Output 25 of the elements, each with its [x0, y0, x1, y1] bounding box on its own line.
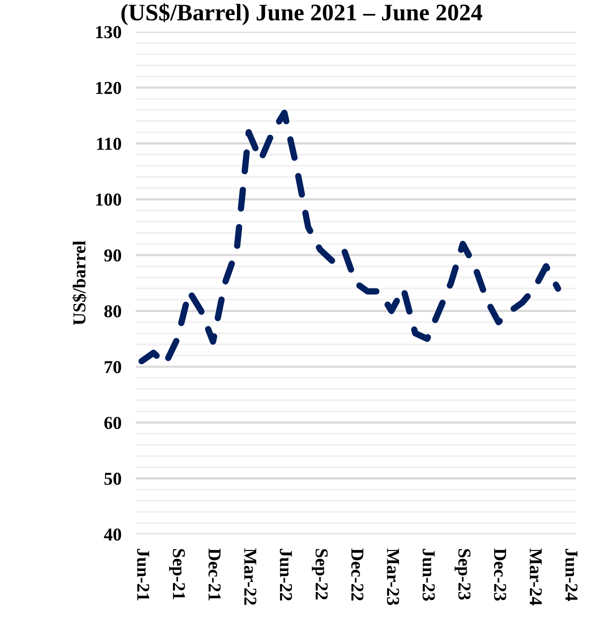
y-axis-title: US$/barrel	[72, 240, 87, 326]
x-tick-label: Jun-21	[137, 548, 150, 600]
x-tick-label: Jun-23	[422, 548, 435, 601]
y-tick-label: 80	[104, 305, 122, 318]
x-tick-label: Mar-23	[386, 548, 400, 605]
y-tick-label: 50	[104, 472, 122, 485]
x-tick-label: Mar-22	[244, 548, 256, 605]
y-tick-label: 110	[97, 138, 122, 150]
y-tick-label: 100	[96, 194, 122, 206]
y-tick-label: 90	[104, 249, 122, 262]
x-tick-label: Sep-21	[169, 549, 185, 600]
x-tick-label: Mar-24	[530, 548, 542, 606]
x-tick-label: Dec-23	[494, 548, 506, 601]
x-tick-label: Jun-22	[280, 548, 292, 601]
y-tick-label: 120	[96, 82, 122, 94]
x-tick-label: Sep-23	[454, 549, 470, 600]
y-tick-label: 70	[104, 361, 122, 374]
chart-title: (US$/Barrel) June 2021 – June 2024	[121, 3, 482, 26]
x-tick-label: Dec-22	[351, 548, 364, 600]
y-tick-label: 130	[96, 26, 122, 38]
x-tick-label: Dec-21	[208, 548, 221, 600]
x-tick-label: Sep-22	[312, 549, 328, 600]
y-tick-label: 60	[104, 416, 122, 430]
y-tick-label: 40	[104, 528, 122, 541]
x-tick-label: Jun-24	[565, 548, 578, 601]
